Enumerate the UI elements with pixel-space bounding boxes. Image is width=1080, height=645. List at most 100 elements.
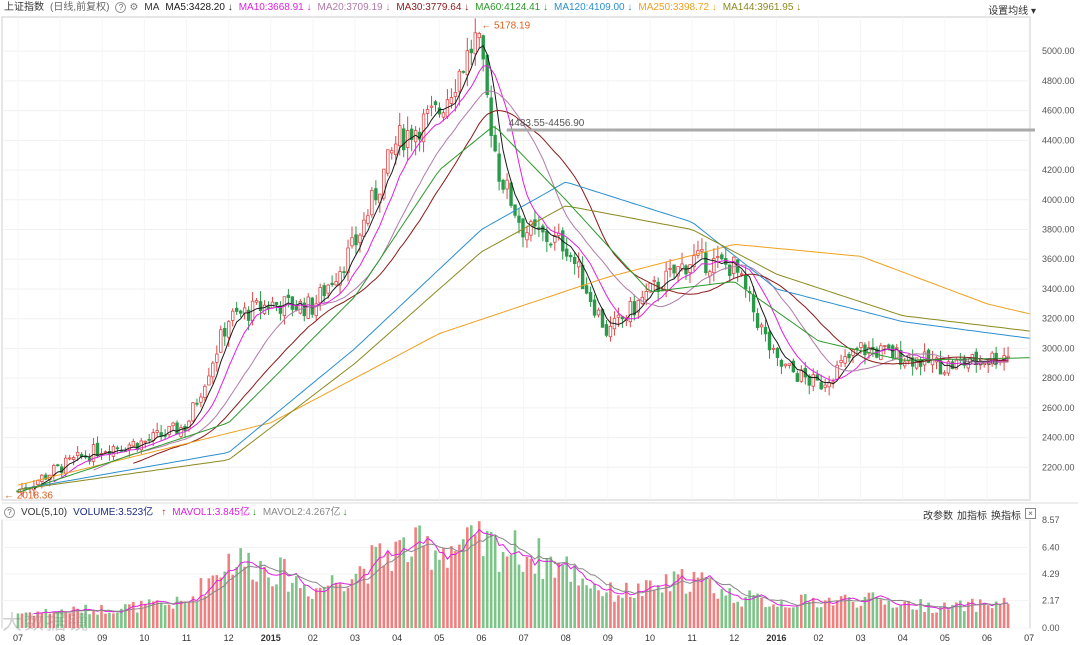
- up-arrow-icon: ↑: [161, 507, 167, 518]
- high-label: ← 5178.19: [481, 21, 530, 32]
- x-tick-label: 02: [308, 633, 318, 643]
- candle-body: [493, 134, 497, 152]
- candle-body: [712, 258, 716, 274]
- volume-bar: [231, 574, 235, 628]
- candle-body: [652, 279, 656, 282]
- change-params-button[interactable]: 改参数: [923, 511, 953, 522]
- volume-bar: [20, 613, 24, 628]
- candle-body: [286, 294, 291, 298]
- volume-bar: [128, 604, 131, 628]
- volume-bar: [585, 585, 588, 628]
- volume-bar: [191, 596, 195, 628]
- volume-bar: [92, 609, 95, 628]
- candle-body: [755, 313, 760, 329]
- volume-bar: [68, 613, 71, 628]
- volume-bar: [96, 614, 99, 628]
- gear-icon[interactable]: ⚙: [129, 2, 139, 13]
- volume-bar: [203, 596, 207, 628]
- volume-help-icon[interactable]: ?: [4, 507, 15, 518]
- mavol1-line: [33, 528, 1009, 614]
- candle-body: [227, 321, 231, 338]
- candle-body: [421, 113, 426, 143]
- volume-bar: [780, 601, 783, 628]
- volume-bar: [477, 521, 481, 628]
- volume-bar: [454, 551, 457, 628]
- volume-bar: [271, 586, 274, 628]
- close-icon[interactable]: ×: [1025, 508, 1036, 519]
- candle-body: [720, 254, 724, 260]
- candle-body: [453, 91, 458, 97]
- candle-body: [743, 274, 748, 290]
- volume-bar: [251, 579, 254, 628]
- candle-body: [692, 255, 696, 268]
- candle-body: [342, 271, 346, 274]
- candle-body: [223, 327, 227, 337]
- candle-body: [390, 150, 394, 154]
- volume-bar: [951, 605, 954, 628]
- candle-body: [477, 32, 481, 39]
- volume-bar: [1002, 597, 1006, 628]
- volume-bar: [935, 612, 938, 628]
- volume-bar: [597, 590, 600, 628]
- candle-body: [942, 372, 947, 375]
- volume-bar: [831, 605, 835, 628]
- candle-body: [366, 215, 370, 224]
- volume-bar: [446, 567, 449, 628]
- volume-bar: [907, 600, 910, 628]
- ma-value-1: MA10:3668.91 ↓: [238, 2, 312, 13]
- volume-bar: [883, 604, 887, 628]
- candle-body: [700, 249, 704, 252]
- volume-bar: [513, 530, 517, 628]
- x-tick-label: 08: [55, 633, 65, 643]
- candle-body: [584, 285, 589, 294]
- x-tick-label: 09: [603, 633, 613, 643]
- candle-body: [398, 125, 402, 147]
- volume-bar: [601, 596, 604, 628]
- candle-body: [926, 349, 931, 363]
- candle-body: [199, 396, 203, 403]
- candle-body: [867, 347, 871, 354]
- volume-bar: [871, 592, 875, 628]
- x-tick-label: 04: [392, 633, 402, 643]
- volume-bar: [56, 611, 60, 628]
- y-tick-label: 3000.00: [1042, 343, 1075, 353]
- y-tick-label: 2400.00: [1042, 433, 1075, 443]
- volume-bar: [903, 601, 906, 628]
- candle-body: [175, 422, 179, 435]
- switch-indicator-button[interactable]: 换指标: [991, 511, 1021, 522]
- volume-bar: [617, 595, 620, 628]
- ma5-line: [33, 44, 1009, 490]
- volume-bar: [605, 592, 608, 628]
- down-arrow-icon: ↓: [251, 507, 257, 518]
- x-tick-label: 10: [645, 633, 655, 643]
- add-indicator-button[interactable]: 加指标: [957, 511, 987, 522]
- candle-body: [374, 188, 378, 201]
- volume-bar: [772, 604, 775, 628]
- x-tick-label: 12: [224, 633, 234, 643]
- help-icon[interactable]: ?: [115, 1, 127, 13]
- volume-bar: [489, 531, 493, 628]
- volume-bar: [577, 585, 580, 628]
- volume-bar: [613, 601, 616, 628]
- volume-bar: [931, 612, 934, 628]
- volume-bar: [541, 578, 545, 628]
- volume-bar: [764, 607, 767, 628]
- volume-bar: [275, 584, 278, 628]
- ma-value-list: MA5:3428.20 ↓ MA10:3668.91 ↓ MA20:3709.19 …: [165, 2, 807, 13]
- ma-value-2: MA20:3709.19 ↓: [317, 2, 391, 13]
- ma-settings-button[interactable]: 设置均线 ▾: [988, 6, 1036, 17]
- volume-bar: [565, 556, 569, 628]
- candle-body: [40, 474, 44, 482]
- y-tick-label: 4600.00: [1042, 106, 1075, 116]
- volume-bar: [811, 597, 815, 628]
- candle-body: [751, 294, 756, 313]
- candle-body: [191, 402, 195, 422]
- volume-title: VOL(5,10): [21, 507, 68, 518]
- candle-body: [553, 235, 557, 243]
- volume-bar: [171, 608, 175, 628]
- volume-bar: [593, 583, 596, 628]
- volume-bar: [358, 566, 362, 628]
- volume-bar: [406, 562, 409, 628]
- candle-body: [115, 447, 120, 450]
